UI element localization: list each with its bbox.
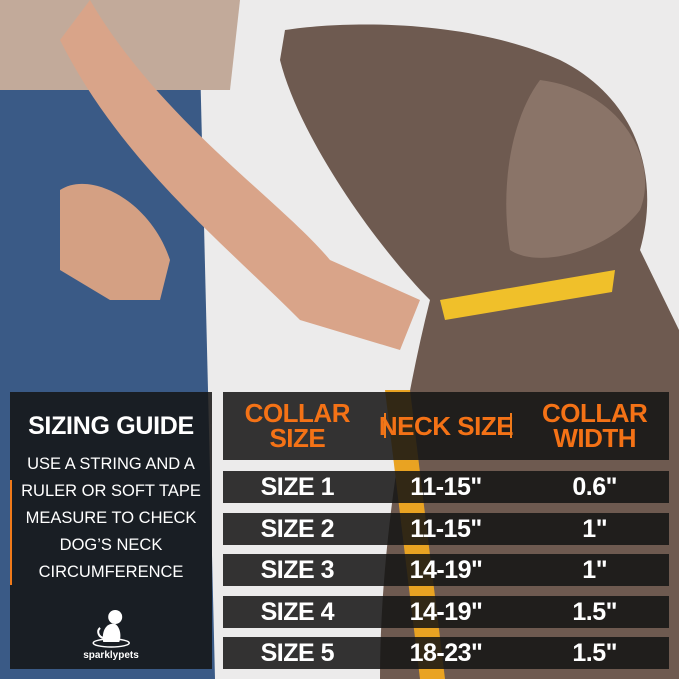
header-collar-size: COLLAR SIZE <box>244 398 351 453</box>
brand-name: sparklypets <box>83 650 139 661</box>
header-neck-size: NECK SIZE <box>378 410 514 441</box>
cell-neck-size: 11-15" <box>410 472 482 501</box>
header-collar-width: COLLAR WIDTH <box>542 398 648 453</box>
cell-neck-size: 14-19" <box>409 597 483 626</box>
cell-collar-width: 1.5" <box>572 597 617 626</box>
header-divider <box>510 413 512 438</box>
cell-neck-size: 14-19" <box>409 555 483 584</box>
table-row: SIZE 2 11-15" 1" <box>223 513 669 545</box>
cell-collar-width: 1" <box>582 555 608 584</box>
sizing-guide-title: SIZING GUIDE <box>28 412 194 440</box>
table-header: COLLAR SIZE NECK SIZE COLLAR WIDTH <box>223 392 669 460</box>
sizing-instructions: USE A STRING AND A RULER OR SOFT TAPE ME… <box>21 455 201 581</box>
cell-collar-size: SIZE 1 <box>260 472 335 501</box>
table-row: SIZE 1 11-15" 0.6" <box>223 471 669 503</box>
cell-collar-width: 1.5" <box>572 638 617 667</box>
brand-logo: sparklypets <box>83 608 139 661</box>
table-row: SIZE 4 14-19" 1.5" <box>223 596 669 628</box>
cell-collar-size: SIZE 5 <box>260 638 335 667</box>
cell-neck-size: 11-15" <box>410 514 482 543</box>
table-row: SIZE 3 14-19" 1" <box>223 554 669 586</box>
cell-neck-size: 18-23" <box>409 638 483 667</box>
accent-bar <box>10 480 12 585</box>
cell-collar-size: SIZE 2 <box>260 514 335 543</box>
cell-collar-size: SIZE 4 <box>260 597 335 626</box>
cell-collar-width: 0.6" <box>572 472 617 501</box>
sizing-guide-panel: SIZING GUIDE USE A STRING AND A RULER OR… <box>10 392 212 669</box>
cell-collar-width: 1" <box>582 514 608 543</box>
cell-collar-size: SIZE 3 <box>260 555 335 584</box>
dog-logo-icon <box>92 610 130 648</box>
header-divider <box>384 413 386 438</box>
table-row: SIZE 5 18-23" 1.5" <box>223 637 669 669</box>
